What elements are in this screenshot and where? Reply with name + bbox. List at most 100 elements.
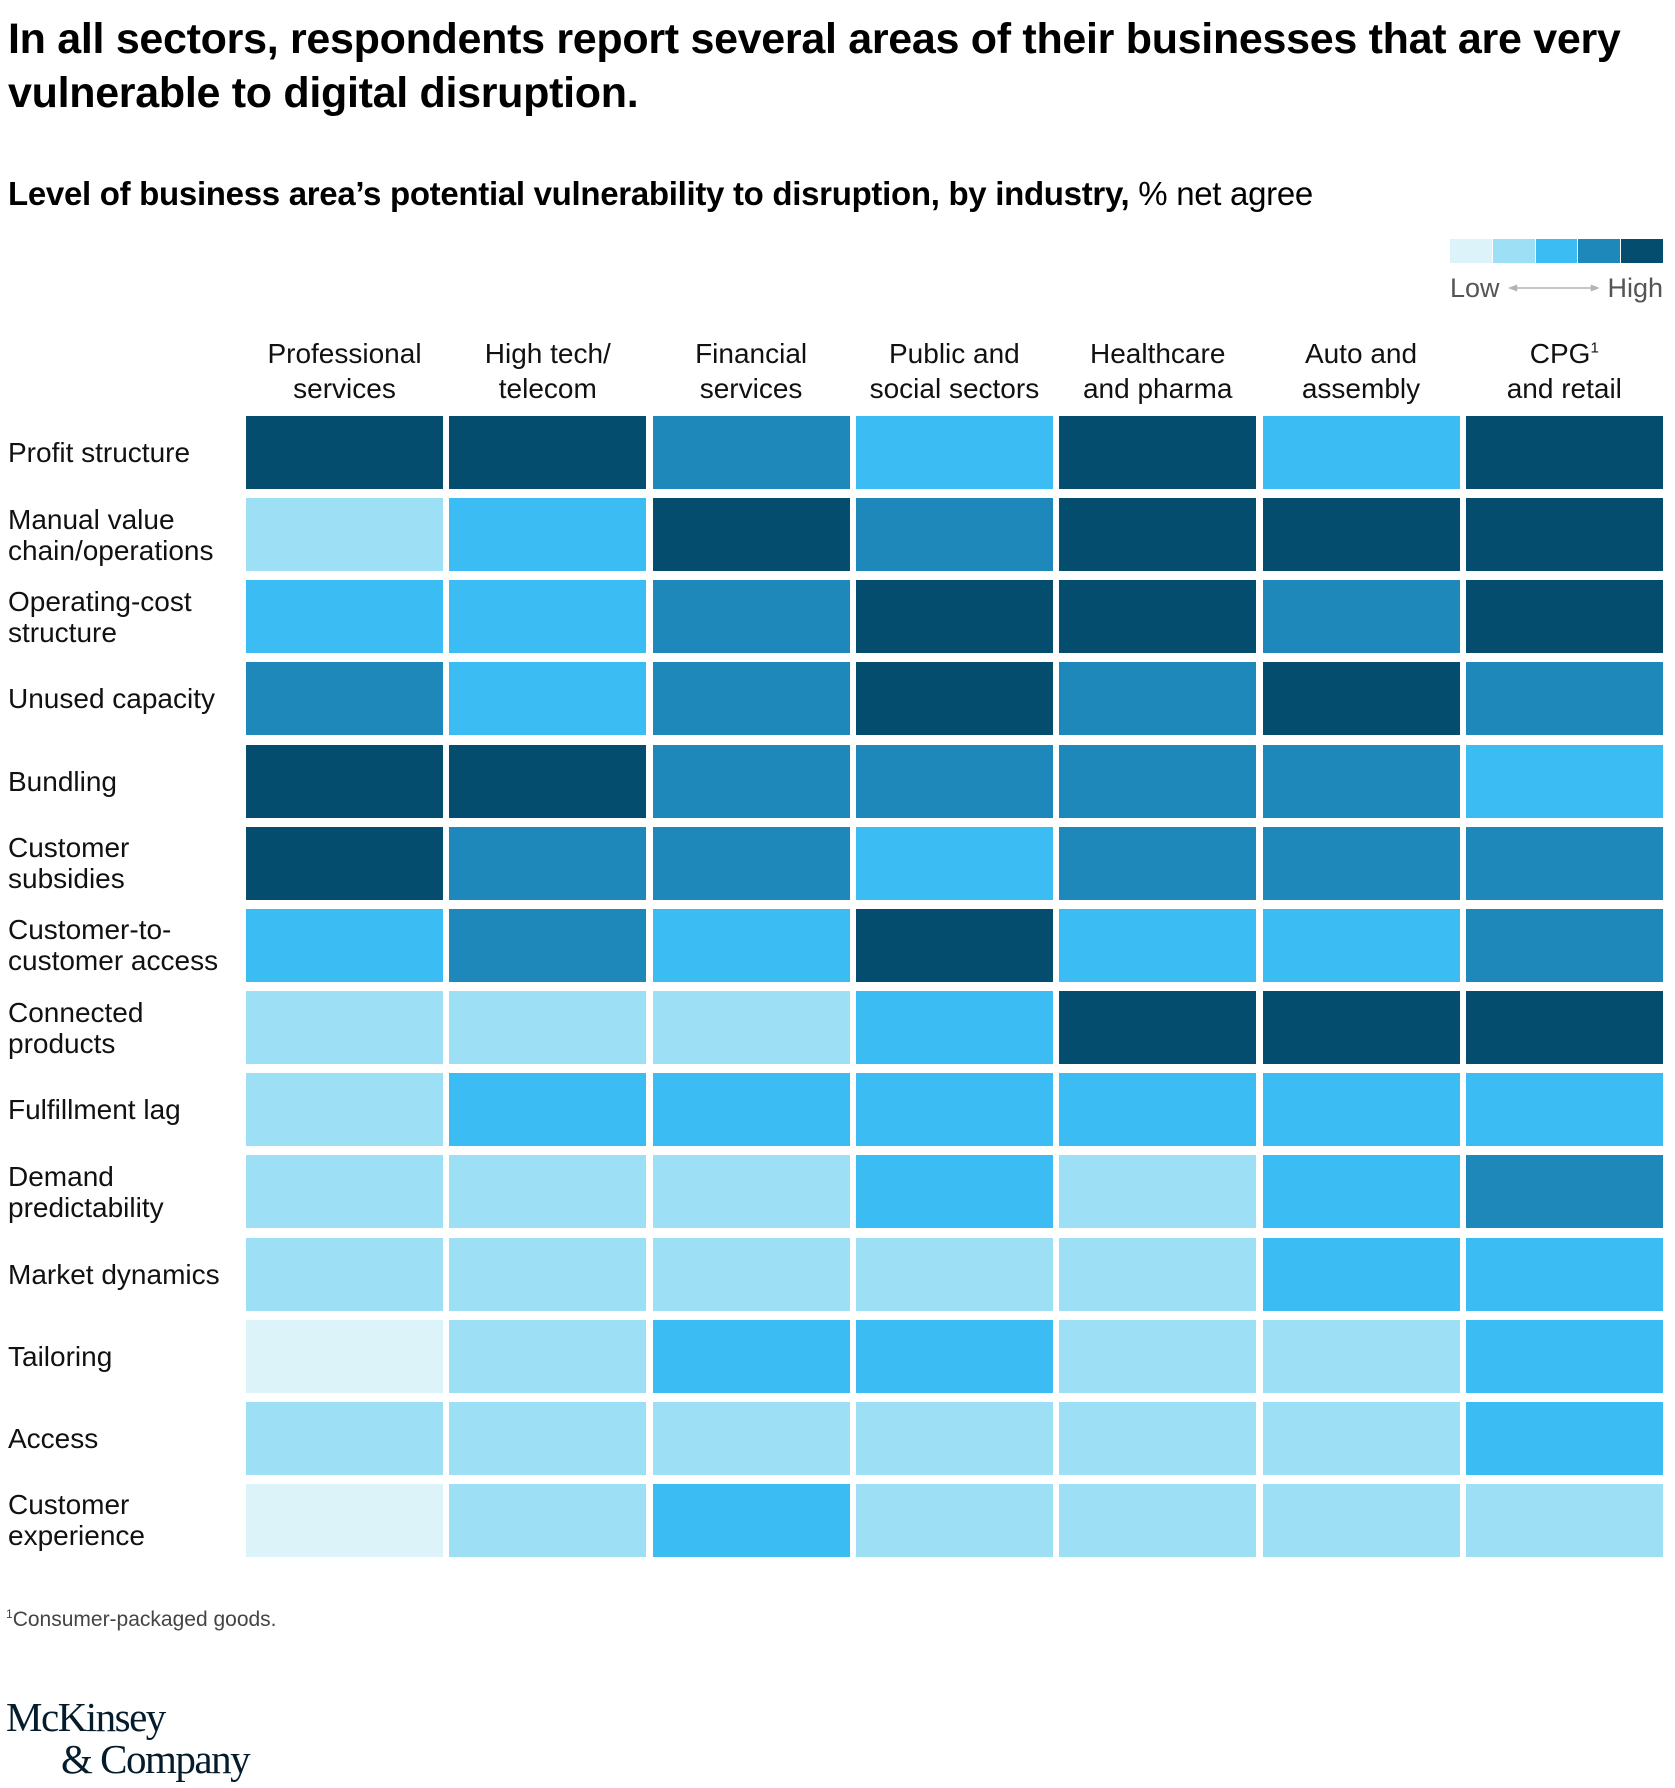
heatmap-cell bbox=[449, 1155, 647, 1229]
column-header-line-2: assembly bbox=[1301, 373, 1421, 404]
heatmap-cell bbox=[246, 416, 443, 489]
row-label: Customer experience bbox=[8, 1484, 240, 1557]
heatmap-cell bbox=[1465, 1237, 1663, 1311]
column-header-line-1: Financial bbox=[695, 338, 808, 369]
heatmap-cell bbox=[652, 1401, 850, 1475]
heatmap-cell bbox=[1465, 1483, 1663, 1557]
column-header: CPG1 and retail bbox=[1466, 336, 1663, 406]
heatmap-cell bbox=[1059, 580, 1257, 654]
column-header: Healthcare and pharma bbox=[1059, 336, 1256, 406]
footnote-marker: 1 bbox=[1590, 339, 1599, 357]
heatmap-cell bbox=[1465, 580, 1663, 654]
heatmap-cell bbox=[1465, 908, 1663, 982]
heatmap-cell bbox=[246, 1319, 443, 1393]
heatmap-cell bbox=[1262, 826, 1460, 900]
heatmap-cell bbox=[246, 908, 443, 982]
heatmap-cell bbox=[1059, 1401, 1257, 1475]
heatmap-cell bbox=[652, 416, 850, 489]
row-label-line-2: experience bbox=[8, 1520, 145, 1552]
column-header: Auto and assembly bbox=[1263, 336, 1460, 406]
heatmap-cell bbox=[652, 1237, 850, 1311]
heatmap-cell bbox=[449, 416, 647, 489]
row-label-line-1: Unused capacity bbox=[8, 683, 216, 715]
heatmap-cell bbox=[652, 826, 850, 900]
heatmap-cell bbox=[652, 1483, 850, 1557]
row-label: Customer-to-customer access bbox=[8, 909, 240, 982]
heatmap-cell bbox=[1465, 416, 1663, 489]
heatmap-cell bbox=[449, 744, 647, 818]
legend-low-label: Low bbox=[1450, 272, 1500, 303]
row-label: Demand predictability bbox=[8, 1155, 240, 1228]
row-label: Customer subsidies bbox=[8, 827, 240, 900]
row-label: Manual value chain/operations bbox=[8, 498, 240, 571]
row-label-line-1: Tailoring bbox=[8, 1340, 113, 1372]
heatmap-cell bbox=[855, 498, 1053, 572]
heatmap-cell bbox=[855, 1073, 1053, 1147]
heatmap-cell bbox=[246, 744, 443, 818]
column-header-line-1: Professional bbox=[267, 338, 422, 369]
row-label: Bundling bbox=[8, 745, 240, 818]
row-label: Operating-cost structure bbox=[8, 580, 240, 653]
heatmap-cell bbox=[1465, 498, 1663, 572]
heatmap-cell bbox=[855, 580, 1053, 654]
heatmap-cell bbox=[1465, 991, 1663, 1065]
column-header: Professional services bbox=[246, 336, 443, 406]
heatmap-cell bbox=[1059, 991, 1257, 1065]
column-header-line-2: and pharma bbox=[1082, 373, 1233, 404]
heatmap-cell bbox=[246, 991, 443, 1065]
column-header: High tech/telecom bbox=[449, 336, 646, 406]
heatmap-cell bbox=[855, 1483, 1053, 1557]
heatmap-cell bbox=[1262, 1237, 1460, 1311]
heatmap-cell bbox=[855, 826, 1053, 900]
heatmap-cell bbox=[1465, 744, 1663, 818]
row-label-line-1: Bundling bbox=[8, 765, 117, 797]
column-header-line-2: telecom bbox=[498, 373, 597, 404]
row-label: Market dynamics bbox=[8, 1238, 240, 1311]
heatmap-cell bbox=[652, 991, 850, 1065]
column-header-line-1: High tech/ bbox=[484, 338, 611, 369]
row-label-line-2: predictability bbox=[8, 1191, 164, 1223]
heatmap-cell bbox=[449, 498, 647, 572]
footnote: 1Consumer-packaged goods. bbox=[6, 1608, 277, 1632]
heatmap-cell bbox=[1465, 826, 1663, 900]
heatmap-cell bbox=[1262, 498, 1460, 572]
heatmap-cell bbox=[855, 744, 1053, 818]
double-arrow-icon bbox=[1507, 281, 1600, 295]
row-label-line-2: subsidies bbox=[8, 863, 125, 895]
subtitle-unit: % net agree bbox=[1129, 175, 1313, 212]
row-label-line-2: products bbox=[8, 1027, 116, 1059]
chart-subtitle: Level of business area’s potential vulne… bbox=[8, 174, 1313, 214]
row-label-line-2: customer access bbox=[8, 945, 219, 977]
row-label-line-1: Customer-to- bbox=[8, 914, 172, 946]
heatmap-cell bbox=[1262, 1401, 1460, 1475]
heatmap-cell bbox=[449, 1237, 647, 1311]
heatmap-cell bbox=[1262, 662, 1460, 736]
legend-labels: Low High bbox=[1450, 272, 1663, 304]
heatmap-cell bbox=[652, 580, 850, 654]
column-header-line-1: Healthcare bbox=[1089, 338, 1226, 369]
heatmap-cell bbox=[1262, 1073, 1460, 1147]
row-label-line-2: chain/operations bbox=[8, 534, 214, 566]
row-label-line-1: Profit structure bbox=[8, 437, 191, 468]
logo-line-2: & Company bbox=[61, 1736, 251, 1782]
heatmap-cell bbox=[855, 908, 1053, 982]
heatmap-cell bbox=[1059, 744, 1257, 818]
row-label-line-1: Operating-cost bbox=[8, 585, 192, 617]
heatmap-cell bbox=[652, 1319, 850, 1393]
heatmap-cell bbox=[1465, 1073, 1663, 1147]
heatmap-cell bbox=[449, 580, 647, 654]
heatmap-cell bbox=[449, 908, 647, 982]
heatmap-cell bbox=[1465, 1319, 1663, 1393]
row-label-line-1: Fulfillment lag bbox=[8, 1094, 181, 1126]
heatmap-cell bbox=[246, 826, 443, 900]
footnote-text: Consumer-packaged goods. bbox=[12, 1608, 277, 1631]
heatmap-cell bbox=[449, 1483, 647, 1557]
heatmap-cell bbox=[449, 826, 647, 900]
footnote-marker: 1 bbox=[6, 1607, 13, 1621]
heatmap-cell bbox=[855, 1237, 1053, 1311]
legend-swatch-level-3 bbox=[1535, 239, 1578, 263]
legend-swatch-level-2 bbox=[1492, 239, 1535, 263]
heatmap-cell bbox=[1059, 1483, 1257, 1557]
legend-high-label: High bbox=[1607, 272, 1663, 303]
row-label-line-1: Manual value bbox=[8, 503, 175, 535]
